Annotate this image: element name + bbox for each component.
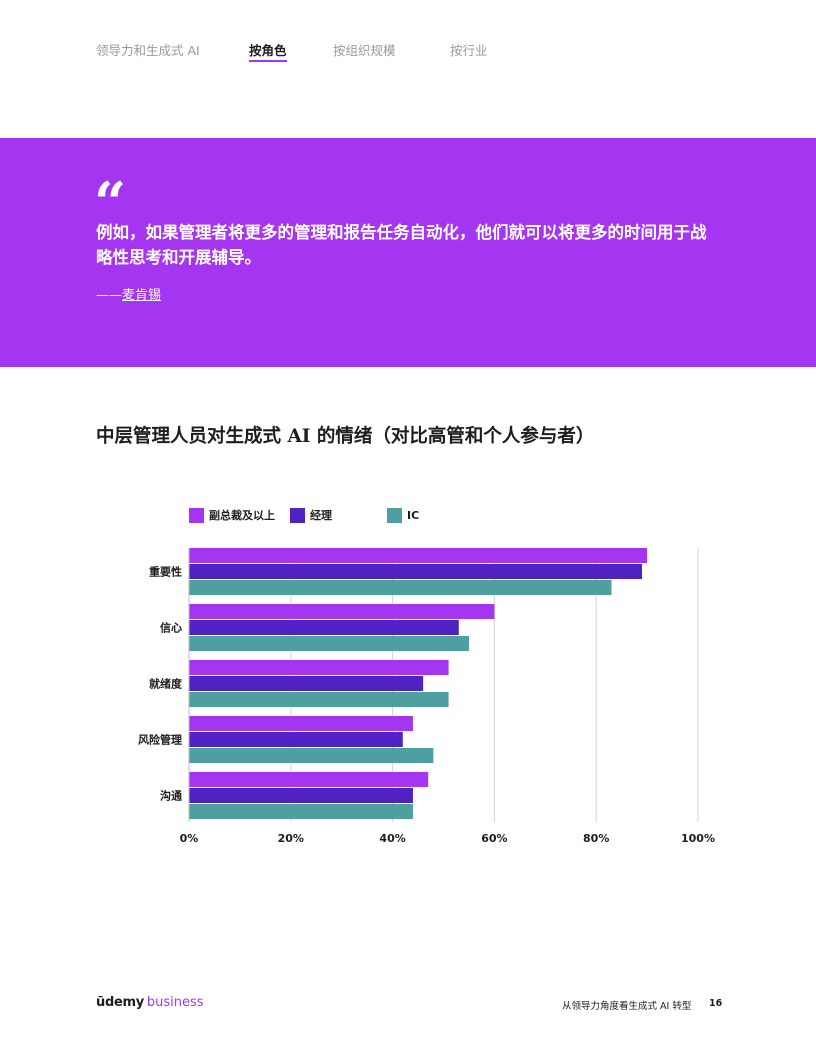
legend-label-ic: IC [407, 508, 420, 522]
legend-item-ic: IC [387, 506, 419, 524]
bar [189, 564, 643, 579]
quote-text: 例如，如果管理者将更多的管理和报告任务自动化，他们就可以将更多的时间用于战略性思… [96, 223, 707, 267]
quote-mark-icon: “ [94, 170, 126, 236]
chart-section-title: 中层管理人员对生成式 AI 的情绪（对比高管和个人参与者） [96, 426, 595, 447]
quote-banner [0, 138, 816, 367]
legend-swatch-vp [189, 507, 204, 523]
bar [189, 716, 413, 731]
quote-attribution: ——麦肯锡 [96, 284, 161, 303]
category-label: 重要性 [149, 565, 182, 579]
udemy-business-logo: ūdemy business [96, 995, 204, 1010]
bar [189, 620, 459, 635]
tab-leadership-genai[interactable]: 领导力和生成式 AI [96, 43, 200, 58]
legend-label-vp: 副总裁及以上 [209, 509, 275, 522]
bar [189, 676, 424, 691]
legend-label-manager: 经理 [310, 509, 332, 522]
x-tick-label: 60% [481, 832, 507, 845]
x-tick-label: 100% [681, 832, 715, 845]
bar [189, 772, 429, 787]
tab-by-role[interactable]: 按角色 [249, 40, 287, 62]
bar [189, 748, 434, 763]
bar [189, 660, 449, 675]
attribution-link[interactable]: 麦肯锡 [122, 288, 162, 303]
tab-by-org-size[interactable]: 按组织规模 [333, 43, 396, 58]
category-label: 风险管理 [138, 733, 182, 747]
chart-legend: 副总裁及以上 经理 IC [0, 506, 816, 526]
tab-by-industry[interactable]: 按行业 [450, 43, 488, 58]
legend-item-manager: 经理 [290, 506, 332, 524]
category-label: 就绪度 [149, 677, 183, 691]
bar [189, 636, 469, 651]
legend-item-vp: 副总裁及以上 [189, 506, 275, 524]
logo-sub: business [146, 995, 204, 1010]
legend-swatch-manager [290, 507, 305, 523]
bar [189, 692, 449, 707]
bar [189, 732, 403, 747]
category-label: 沟通 [160, 789, 182, 803]
bar [189, 548, 648, 563]
logo-brand: ūdemy [96, 995, 144, 1010]
bar [189, 580, 612, 595]
legend-swatch-ic [387, 507, 402, 523]
page-number: 16 [709, 998, 723, 1009]
x-tick-label: 0% [180, 832, 199, 845]
x-tick-label: 20% [278, 832, 304, 845]
bar [189, 604, 495, 619]
attribution-prefix: —— [96, 288, 122, 303]
bar [189, 804, 413, 819]
category-label: 信心 [160, 621, 182, 635]
top-nav: 领导力和生成式 AI 按角色 按组织规模 按行业 [0, 40, 816, 62]
x-tick-label: 80% [583, 832, 609, 845]
bar [189, 788, 413, 803]
footer-doc-title: 从领导力角度看生成式 AI 转型 [562, 1001, 692, 1012]
x-tick-label: 40% [379, 832, 405, 845]
